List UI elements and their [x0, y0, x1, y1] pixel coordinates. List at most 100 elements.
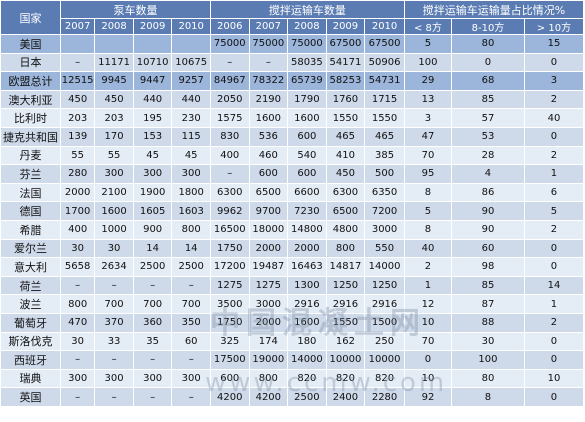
country-name-cell: 美国 — [0, 34, 61, 54]
pump-count-cell — [59, 34, 96, 54]
pump-count-cell: 300 — [94, 164, 134, 184]
pump-count-cell: 1600 — [94, 201, 134, 221]
header-mixer-capacity-share: 搅拌运输车运输量占比情况% — [403, 0, 585, 19]
pump-count-cell: – — [132, 387, 173, 407]
mixer-count-cell: 16463 — [287, 257, 327, 277]
pump-count-cell: 300 — [171, 164, 211, 184]
mixer-count-cell: 1600 — [248, 108, 289, 128]
mixer-count-cell: 14800 — [287, 219, 327, 240]
mixer-count-cell: 450 — [325, 164, 366, 184]
country-name-cell: 荷兰 — [0, 275, 61, 296]
pump-count-cell: – — [171, 387, 211, 407]
capacity-share-cell: 0 — [523, 387, 585, 407]
mixer-count-cell: 536 — [248, 126, 289, 147]
capacity-share-cell: 98 — [451, 257, 525, 277]
country-name-cell: 澳大利亚 — [0, 89, 61, 110]
pump-count-cell: 30 — [59, 238, 96, 259]
mixer-count-cell: 17200 — [209, 257, 250, 277]
pump-count-cell: 203 — [94, 108, 134, 128]
mixer-count-cell: 600 — [209, 368, 250, 389]
capacity-share-cell: 86 — [451, 182, 525, 203]
capacity-share-cell: 70 — [403, 145, 453, 166]
header-pump-year: 2009 — [132, 18, 173, 35]
mixer-count-cell: 10000 — [364, 350, 405, 370]
capacity-share-cell: 80 — [451, 368, 525, 389]
mixer-count-cell: – — [209, 164, 250, 184]
pump-count-cell: 370 — [94, 312, 134, 333]
pump-count-cell: – — [59, 275, 96, 296]
country-name-cell: 日本 — [0, 52, 61, 73]
header-mixer-count: 搅拌运输车数量 — [209, 0, 405, 19]
mixer-count-cell: 54731 — [364, 71, 405, 91]
capacity-share-cell: 12 — [403, 294, 453, 314]
country-name-cell: 德国 — [0, 201, 61, 221]
mixer-count-cell: 460 — [248, 145, 289, 166]
pump-count-cell: 450 — [94, 89, 134, 110]
header-row-groups: 国家 泵车数量 搅拌运输车数量 搅拌运输车运输量占比情况% — [0, 0, 585, 35]
mixer-count-cell: 1600 — [287, 312, 327, 333]
pump-count-cell: – — [59, 387, 96, 407]
country-name-cell: 斯洛伐克 — [0, 331, 61, 352]
capacity-share-cell: 2 — [523, 312, 585, 333]
pump-count-cell: 360 — [132, 312, 173, 333]
header-capacity-bin: > 10方 — [523, 18, 585, 35]
capacity-share-cell: 2 — [523, 219, 585, 240]
mixer-count-cell: 6300 — [209, 182, 250, 203]
table-row: 德国 1700 1600 1605 1603 9962 9700 7230 6500 7200 5 9… — [0, 201, 585, 221]
capacity-share-cell: 1 — [523, 294, 585, 314]
pump-count-cell: 11171 — [94, 52, 134, 73]
table-body: 美国 75000 75000 75000 67500 67500 5 80 15 日本 –11171… — [0, 34, 585, 407]
mixer-count-cell: 400 — [209, 145, 250, 166]
header-mixer-year: 2009 — [325, 18, 366, 35]
mixer-count-cell: 78322 — [248, 71, 289, 91]
header-pump-year: 2007 — [59, 18, 96, 35]
pump-count-cell: 2500 — [171, 257, 211, 277]
mixer-count-cell: 820 — [287, 368, 327, 389]
capacity-share-cell: 100 — [403, 52, 453, 73]
mixer-count-cell: 1790 — [287, 89, 327, 110]
capacity-share-cell: 6 — [523, 182, 585, 203]
mixer-count-cell: 4200 — [248, 387, 289, 407]
mixer-count-cell: 1750 — [209, 312, 250, 333]
pump-count-cell: 203 — [59, 108, 96, 128]
mixer-count-cell: 2000 — [248, 312, 289, 333]
pump-count-cell: – — [94, 275, 134, 296]
pump-count-cell: 45 — [132, 145, 173, 166]
mixer-count-cell: 14817 — [325, 257, 366, 277]
mixer-count-cell: 162 — [325, 331, 366, 352]
pump-count-cell: 5658 — [59, 257, 96, 277]
pump-count-cell: 30 — [59, 331, 96, 352]
capacity-share-cell: 8 — [403, 219, 453, 240]
mixer-count-cell: 600 — [248, 164, 289, 184]
pump-count-cell: 30 — [94, 238, 134, 259]
mixer-count-cell: – — [248, 52, 289, 73]
pump-count-cell: 300 — [94, 368, 134, 389]
capacity-share-cell: 87 — [451, 294, 525, 314]
pump-count-cell: – — [132, 275, 173, 296]
capacity-share-cell: 10 — [403, 368, 453, 389]
header-mixer-year: 2008 — [287, 18, 327, 35]
mixer-count-cell: 2916 — [325, 294, 366, 314]
pump-count-cell: – — [171, 275, 211, 296]
header-pump-year: 2010 — [171, 18, 211, 35]
pump-count-cell: 2500 — [132, 257, 173, 277]
pump-count-cell: 9257 — [171, 71, 211, 91]
pump-count-cell: – — [59, 350, 96, 370]
table-row: 葡萄牙 470 370 360 350 1750 2000 1600 1550 1500 10 88 2 — [0, 312, 585, 333]
capacity-share-cell: 0 — [451, 52, 525, 73]
mixer-count-cell: 2280 — [364, 387, 405, 407]
table-row: 瑞典 300 300 300 300 600 800 820 820 820 10 80 10 — [0, 368, 585, 389]
mixer-count-cell: 67500 — [364, 34, 405, 54]
capacity-share-cell: 28 — [451, 145, 525, 166]
mixer-count-cell: 17500 — [209, 350, 250, 370]
pump-count-cell: 700 — [132, 294, 173, 314]
pump-count-cell: 139 — [59, 126, 96, 147]
pump-count-cell: 300 — [132, 368, 173, 389]
mixer-count-cell: 540 — [287, 145, 327, 166]
header-row-subcolumns: 2007 2008 2009 2010 2006 2007 2008 2009 2010 < 8方… — [1, 18, 585, 35]
country-name-cell: 欧盟总计 — [0, 71, 61, 91]
mixer-count-cell: 1550 — [325, 108, 366, 128]
pump-count-cell: 900 — [132, 219, 173, 240]
pump-count-cell: 2634 — [94, 257, 134, 277]
